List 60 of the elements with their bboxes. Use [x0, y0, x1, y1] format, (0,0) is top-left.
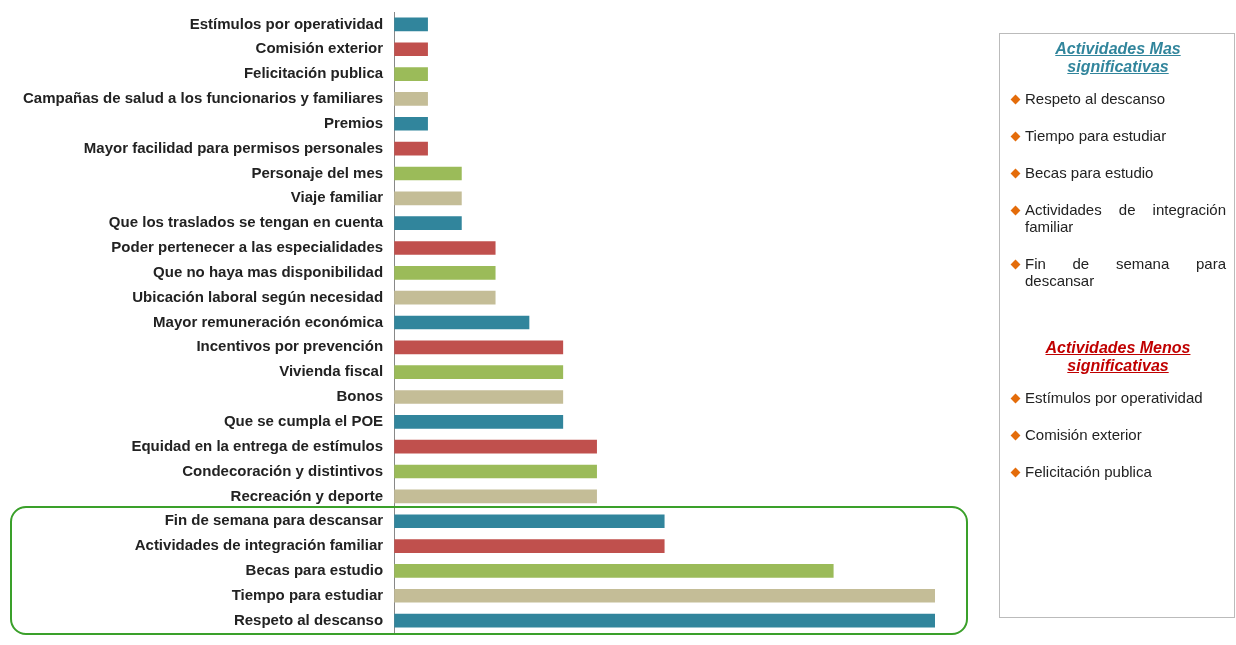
y-tick-label: Condecoración y distintivos: [182, 461, 384, 479]
text: Actividades de integración familiar: [1025, 201, 1226, 235]
y-tick-label: Comisión exterior: [255, 39, 384, 57]
bar: [394, 464, 597, 479]
y-tick-label: Incentivos por prevención: [196, 337, 384, 355]
bar: [394, 390, 564, 404]
bar: [394, 439, 597, 454]
bar: [394, 92, 428, 106]
y-tick-label: Equidad en la entrega de estímulos: [131, 436, 384, 454]
y-tick-label: Campañas de salud a los funcionarios y familiares: [23, 89, 384, 107]
y-tick-label: Recreación y deporte: [230, 486, 384, 504]
y-tick-label: Becas para estudio: [245, 561, 384, 579]
y-tick-label: Premios: [323, 113, 384, 131]
text: Felicitación publica: [1025, 463, 1152, 480]
text: Fin de semana para descansar: [1025, 255, 1226, 289]
bar: [394, 365, 564, 380]
bar: [394, 141, 428, 156]
text: Actividades Menos significativas: [1044, 339, 1192, 375]
bar: [394, 191, 462, 206]
y-tick-label: Fin de semana para descansar: [164, 511, 384, 529]
y-tick-label: Bonos: [336, 387, 384, 405]
y-tick-label: Que los traslados se tengan en cuenta: [108, 213, 384, 231]
text: Becas para estudio: [1025, 164, 1154, 181]
y-tick-label: Poder pertenecer a las especialidades: [111, 238, 384, 256]
bar: [394, 17, 428, 32]
text: Respeto al descanso: [1025, 90, 1166, 107]
text: Comisión exterior: [1025, 426, 1142, 443]
bar: [394, 265, 496, 280]
bar: [394, 340, 564, 355]
text: Estímulos por operatividad: [1025, 389, 1203, 406]
y-tick-label: Mayor facilidad para permisos personales: [83, 138, 384, 156]
bar: [394, 241, 496, 255]
y-tick-label: Estímulos por operatividad: [189, 14, 384, 32]
text: Actividades Mas significativas: [1054, 40, 1182, 76]
y-tick-label: Viaje familiar: [290, 188, 384, 206]
y-tick-label: Que no haya mas disponibilidad: [153, 262, 384, 280]
bar: [394, 315, 530, 330]
bar: [394, 42, 428, 57]
y-tick-label: Actividades de integración familiar: [134, 536, 384, 554]
bar: [394, 116, 428, 131]
bar: [394, 489, 597, 504]
y-tick-label: Felicitación publica: [243, 64, 384, 82]
bar: [394, 67, 428, 81]
bar: [394, 166, 462, 181]
y-tick-label: Que se cumpla el POE: [223, 412, 384, 429]
y-tick-label: Personaje del mes: [251, 163, 384, 181]
bar: [394, 613, 935, 628]
y-tick-label: Ubicación laboral según necesidad: [132, 287, 384, 305]
y-tick-label: Tiempo para estudiar: [231, 585, 384, 603]
y-tick-label: Vivienda fiscal: [279, 362, 384, 380]
text: Tiempo para estudiar: [1025, 127, 1167, 144]
bar: [394, 588, 935, 603]
y-tick-label: Respeto al descanso: [233, 610, 384, 628]
bar: [394, 564, 834, 578]
y-tick-label: Mayor remuneración económica: [153, 312, 384, 330]
bar: [394, 290, 496, 305]
bar: [394, 539, 665, 553]
bar: [394, 415, 564, 429]
bar: [394, 514, 665, 529]
bar: [394, 216, 462, 230]
